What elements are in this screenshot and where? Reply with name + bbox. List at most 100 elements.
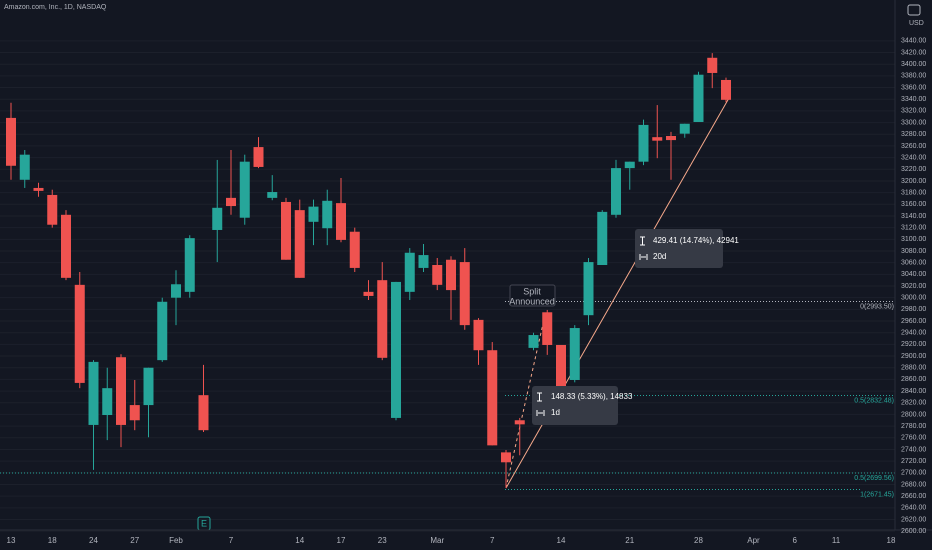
candle-body bbox=[611, 168, 621, 215]
x-tick-label: 14 bbox=[295, 536, 304, 545]
candle-body bbox=[253, 147, 264, 167]
y-tick-label: 3220.00 bbox=[901, 166, 926, 173]
chart-title: Amazon.com, Inc., 1D, NASDAQ bbox=[4, 4, 107, 11]
candle-body bbox=[143, 367, 154, 406]
y-tick-label: 2900.00 bbox=[901, 353, 926, 360]
y-tick-label: 2940.00 bbox=[901, 330, 926, 337]
measure-text: 429.41 (14.74%), 42941 bbox=[653, 236, 739, 245]
candle-body bbox=[281, 201, 291, 260]
y-tick-label: 3040.00 bbox=[901, 271, 926, 278]
x-tick-label: 14 bbox=[557, 536, 566, 545]
candle-body bbox=[597, 211, 608, 265]
candle-body bbox=[693, 74, 704, 122]
candle-body bbox=[432, 265, 443, 285]
x-tick-label: 11 bbox=[832, 536, 841, 545]
candle-body bbox=[501, 452, 511, 463]
y-tick-label: 2640.00 bbox=[901, 505, 926, 512]
y-tick-label: 3080.00 bbox=[901, 248, 926, 255]
x-tick-label: Mar bbox=[430, 536, 444, 545]
candle-body bbox=[418, 255, 429, 268]
y-tick-label: 3160.00 bbox=[901, 201, 926, 208]
candle-body bbox=[391, 281, 401, 418]
candle-body bbox=[528, 335, 539, 348]
candle-body bbox=[47, 194, 58, 225]
y-tick-label: 2980.00 bbox=[901, 306, 926, 313]
y-tick-label: 2840.00 bbox=[901, 388, 926, 395]
y-tick-label: 2960.00 bbox=[901, 318, 926, 325]
candle-body bbox=[171, 284, 181, 298]
candle-body bbox=[226, 197, 236, 207]
candle-body bbox=[652, 137, 663, 141]
candle-body bbox=[679, 123, 690, 134]
y-tick-label: 2600.00 bbox=[901, 528, 926, 535]
measure-box bbox=[532, 386, 618, 425]
fib-label: 1(2671.45) bbox=[860, 491, 894, 498]
x-tick-label: 28 bbox=[694, 536, 703, 545]
y-tick-label: 3280.00 bbox=[901, 131, 926, 138]
candle-body bbox=[349, 231, 360, 268]
candle-body bbox=[624, 161, 635, 169]
candle-body bbox=[514, 420, 525, 425]
currency: USD bbox=[909, 20, 924, 27]
candle-body bbox=[308, 206, 319, 222]
candle-body bbox=[556, 344, 566, 389]
y-tick-label: 3060.00 bbox=[901, 260, 926, 267]
y-tick-label: 2620.00 bbox=[901, 516, 926, 523]
y-tick-label: 2780.00 bbox=[901, 423, 926, 430]
candle-body bbox=[583, 262, 594, 316]
y-tick-label: 3240.00 bbox=[901, 154, 926, 161]
y-tick-label: 3420.00 bbox=[901, 49, 926, 56]
candle-body bbox=[267, 192, 278, 198]
y-tick-label: 3340.00 bbox=[901, 96, 926, 103]
y-tick-label: 3360.00 bbox=[901, 84, 926, 91]
fib-label: 0(2993.50) bbox=[860, 303, 894, 310]
candle-body bbox=[542, 312, 553, 345]
y-tick-label: 3020.00 bbox=[901, 283, 926, 290]
y-tick-label: 2760.00 bbox=[901, 435, 926, 442]
split-label: Split bbox=[523, 286, 541, 296]
y-tick-label: 2880.00 bbox=[901, 365, 926, 372]
candles bbox=[6, 53, 731, 488]
x-tick-label: 7 bbox=[490, 536, 495, 545]
x-tick-label: 13 bbox=[7, 536, 16, 545]
x-tick-label: 18 bbox=[887, 536, 896, 545]
candle-body bbox=[707, 57, 718, 73]
y-tick-label: 3100.00 bbox=[901, 236, 926, 243]
candle-body bbox=[19, 154, 30, 180]
candle-body bbox=[74, 284, 85, 383]
fib-label: 0.5(2699.56) bbox=[854, 475, 894, 482]
measure-box bbox=[635, 229, 723, 268]
candle-body bbox=[116, 357, 126, 425]
candle-body bbox=[102, 388, 113, 416]
candle-body bbox=[88, 361, 99, 425]
x-tick-label: 17 bbox=[337, 536, 346, 545]
settings-icon[interactable] bbox=[907, 4, 921, 16]
y-tick-label: 2700.00 bbox=[901, 470, 926, 477]
candle-body bbox=[459, 262, 470, 326]
measure-icons bbox=[639, 236, 648, 260]
candle-body bbox=[446, 259, 456, 291]
price-axis bbox=[895, 0, 932, 550]
candle-body bbox=[239, 161, 250, 218]
candle-body bbox=[212, 207, 223, 230]
candle-body bbox=[666, 136, 676, 141]
candle-body bbox=[404, 252, 415, 292]
measure-bars: 1d bbox=[551, 408, 560, 417]
x-tick-label: 7 bbox=[229, 536, 234, 545]
candle-body bbox=[129, 405, 140, 421]
measure-text: 148.33 (5.33%), 14833 bbox=[551, 392, 633, 401]
y-tick-label: 3140.00 bbox=[901, 213, 926, 220]
y-tick-label: 2740.00 bbox=[901, 446, 926, 453]
candle-body bbox=[294, 210, 305, 278]
earnings-marker: E bbox=[201, 518, 207, 528]
x-tick-label: 6 bbox=[793, 536, 798, 545]
candle-body bbox=[33, 187, 44, 191]
y-tick-label: 3000.00 bbox=[901, 295, 926, 302]
fib-label: 0.5(2832.48) bbox=[854, 397, 894, 404]
x-tick-label: Apr bbox=[747, 536, 760, 545]
measure-icons bbox=[536, 392, 545, 416]
candle-body bbox=[721, 79, 731, 100]
split-label: Announced bbox=[509, 296, 555, 306]
y-tick-label: 3440.00 bbox=[901, 38, 926, 45]
